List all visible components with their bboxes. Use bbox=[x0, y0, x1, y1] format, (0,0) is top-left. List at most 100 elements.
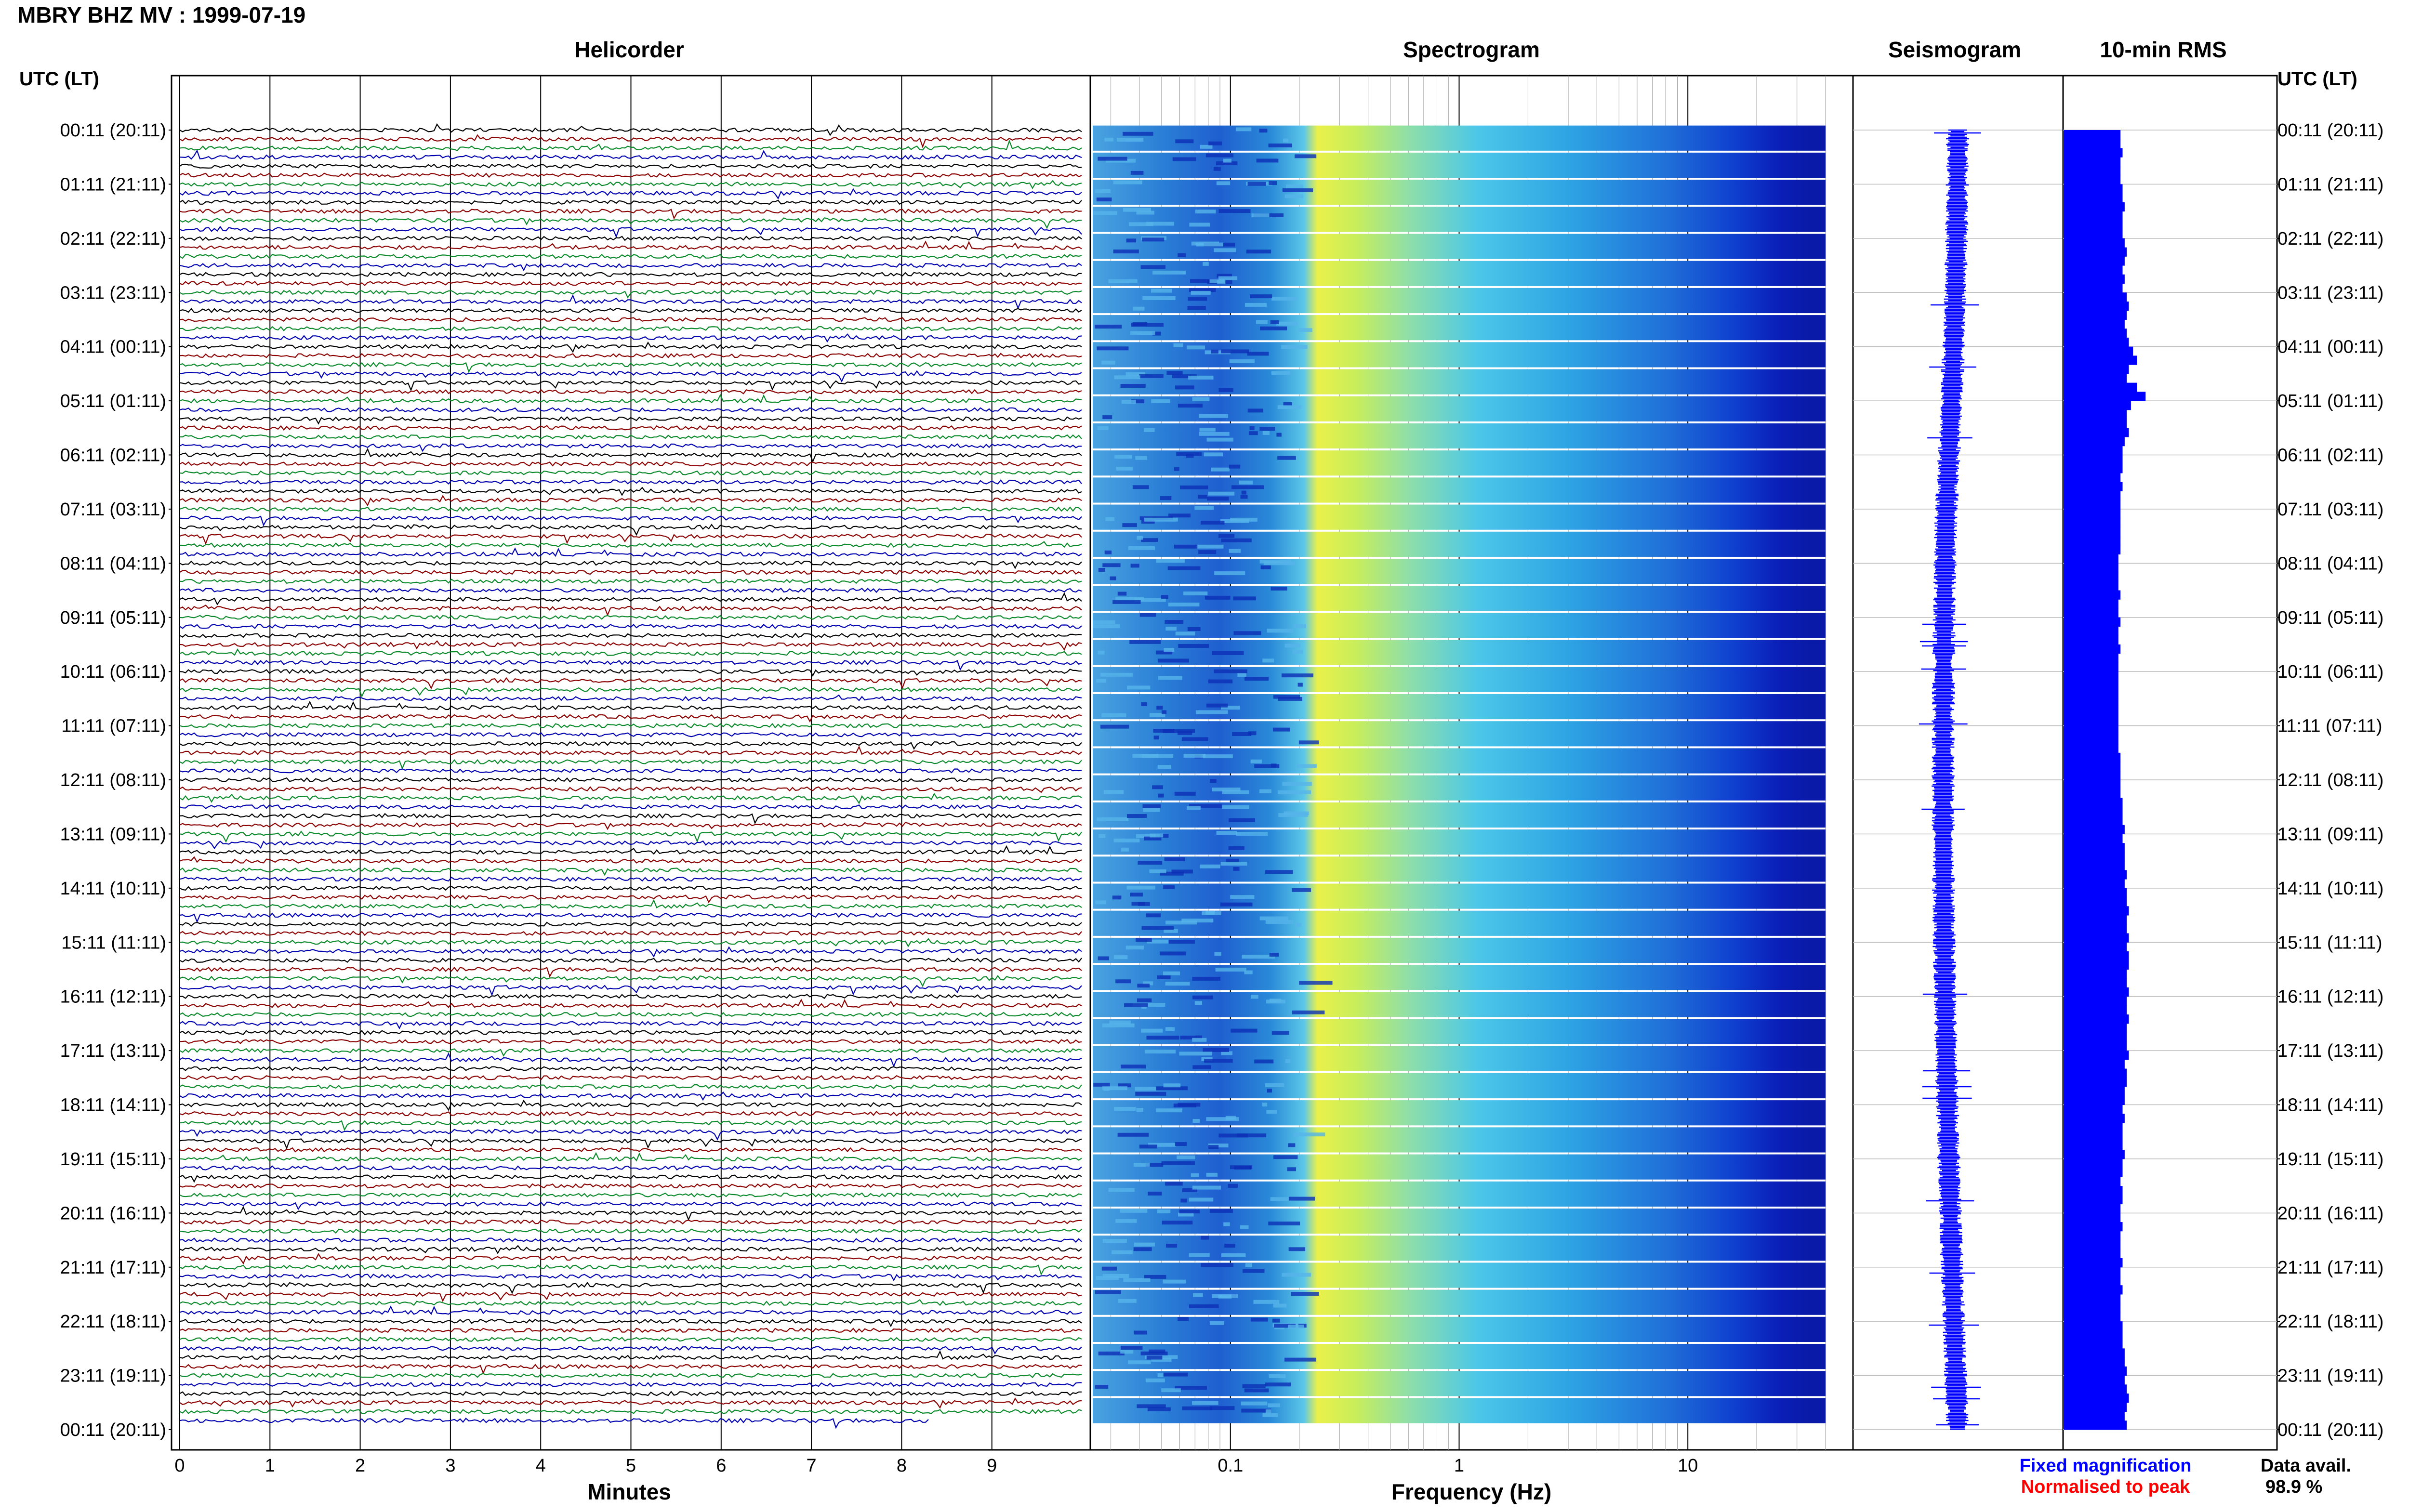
spectrogram-texture bbox=[1273, 695, 1300, 699]
rms-bar bbox=[2064, 437, 2125, 447]
spectrogram-texture bbox=[1276, 433, 1282, 437]
spectrogram-texture bbox=[1206, 437, 1233, 442]
helicorder-trace bbox=[179, 199, 1082, 205]
spectrogram-texture bbox=[1216, 161, 1238, 166]
rms-bar bbox=[2064, 987, 2129, 997]
spectrogram-texture bbox=[1152, 331, 1161, 336]
spectrogram-texture bbox=[1157, 1209, 1171, 1213]
spectrogram-texture bbox=[1196, 544, 1224, 549]
spectrogram-band bbox=[1093, 152, 1826, 178]
rms-bar bbox=[2064, 680, 2118, 690]
spectrogram-texture bbox=[1163, 1279, 1186, 1284]
helicorder-trace bbox=[179, 1099, 1082, 1111]
spectrogram-band bbox=[1093, 558, 1826, 584]
spectrogram-texture bbox=[1200, 754, 1233, 759]
spectrogram-texture bbox=[1189, 804, 1222, 808]
rms-bar bbox=[2064, 825, 2125, 834]
rms-bar bbox=[2064, 1005, 2127, 1015]
spectrogram-panel bbox=[1089, 75, 1854, 1451]
spectrogram-texture bbox=[1180, 1035, 1196, 1039]
spectrogram-texture bbox=[1288, 1247, 1306, 1251]
spectrogram-texture bbox=[1093, 620, 1115, 625]
spectrogram-texture bbox=[1100, 672, 1133, 677]
rms-bar bbox=[2064, 725, 2118, 735]
spectrogram-texture bbox=[1211, 349, 1218, 354]
spectrogram-texture bbox=[1143, 808, 1160, 812]
spectrogram-texture bbox=[1116, 466, 1133, 471]
spectrogram-texture bbox=[1294, 624, 1306, 629]
spectrogram-texture bbox=[1214, 669, 1247, 673]
spectrogram-texture bbox=[1183, 591, 1208, 595]
helicorder-title: Helicorder bbox=[574, 37, 684, 62]
helicorder-x-tick: 0 bbox=[174, 1456, 185, 1476]
spectrogram-texture bbox=[1158, 793, 1164, 798]
spectrogram-band bbox=[1093, 694, 1826, 720]
helicorder-trace bbox=[179, 394, 1082, 404]
rms-bar bbox=[2064, 752, 2121, 763]
helicorder-trace bbox=[179, 139, 1082, 152]
spectrogram-texture bbox=[1194, 1001, 1202, 1005]
helicorder-trace bbox=[179, 308, 1082, 314]
spectrogram-texture bbox=[1102, 563, 1121, 567]
spectrogram-texture bbox=[1205, 153, 1234, 158]
spectrogram-texture bbox=[1141, 926, 1174, 930]
spectrogram-band bbox=[1093, 883, 1826, 909]
helicorder-trace bbox=[179, 123, 1082, 136]
spectrogram-texture bbox=[1141, 520, 1155, 524]
time-tick-right: 17:11 (13:11) bbox=[2277, 1041, 2383, 1061]
rms-bar bbox=[2064, 365, 2129, 374]
spectrogram-texture bbox=[1180, 1198, 1187, 1203]
spectrogram-texture bbox=[1180, 485, 1208, 489]
rms-bar bbox=[2064, 202, 2125, 212]
spectrogram-texture bbox=[1165, 627, 1177, 631]
helicorder-trace bbox=[180, 999, 1082, 1008]
spectrogram-texture bbox=[1117, 1132, 1149, 1137]
spectrogram-texture bbox=[1270, 320, 1279, 325]
rms-bar bbox=[2064, 1213, 2121, 1223]
helicorder-trace bbox=[179, 1245, 1082, 1254]
rms-bar bbox=[2064, 1087, 2125, 1096]
spectrogram-texture bbox=[1240, 495, 1248, 499]
spectrogram-texture bbox=[1269, 953, 1279, 957]
time-tick-left: 22:11 (18:11) bbox=[60, 1312, 166, 1332]
spectrogram-texture bbox=[1139, 374, 1164, 378]
rms-bar bbox=[2064, 1402, 2127, 1412]
spectrogram-texture bbox=[1152, 270, 1186, 275]
spectrogram-texture bbox=[1112, 895, 1122, 900]
helicorder-trace bbox=[179, 648, 1082, 657]
spectrogram-texture bbox=[1165, 1027, 1175, 1031]
spectrogram-texture bbox=[1160, 951, 1186, 956]
helicorder-trace bbox=[179, 1066, 1082, 1071]
spectrogram-texture bbox=[1218, 209, 1251, 213]
rms-bar bbox=[2064, 310, 2127, 320]
spectrogram-texture bbox=[1254, 764, 1280, 768]
spectrogram-texture bbox=[1157, 765, 1171, 769]
helicorder-trace bbox=[179, 533, 1082, 545]
rms-bar bbox=[2064, 1384, 2127, 1394]
rms-bar bbox=[2064, 870, 2127, 880]
spectrogram-texture bbox=[1188, 375, 1214, 380]
spectrogram-texture bbox=[1129, 222, 1153, 226]
helicorder-trace bbox=[179, 425, 1082, 431]
spectrogram-texture bbox=[1244, 970, 1253, 974]
rms-bar bbox=[2064, 175, 2121, 184]
time-tick-left: 04:11 (00:11) bbox=[60, 337, 166, 357]
spectrogram-texture bbox=[1268, 1403, 1280, 1407]
helicorder-x-tick: 8 bbox=[897, 1456, 907, 1476]
spectrogram-texture bbox=[1262, 1103, 1268, 1107]
spectrogram-texture bbox=[1136, 1108, 1143, 1112]
spectrogram-texture bbox=[1163, 729, 1195, 733]
spectrogram-texture bbox=[1164, 648, 1175, 652]
spectrogram-texture bbox=[1198, 495, 1207, 499]
helicorder-trace bbox=[179, 1192, 1082, 1198]
helicorder-trace bbox=[179, 353, 1082, 358]
helicorder-trace bbox=[179, 632, 1082, 638]
spectrogram-texture bbox=[1214, 571, 1245, 576]
rms-bar bbox=[2064, 500, 2121, 510]
spectrogram-texture bbox=[1156, 1086, 1188, 1091]
time-tick-right: 15:11 (11:11) bbox=[2277, 933, 2383, 953]
rms-bar bbox=[2064, 1122, 2123, 1132]
spectrogram-texture bbox=[1141, 538, 1158, 542]
spectrogram-texture bbox=[1271, 371, 1290, 375]
rms-bar bbox=[2064, 644, 2121, 654]
